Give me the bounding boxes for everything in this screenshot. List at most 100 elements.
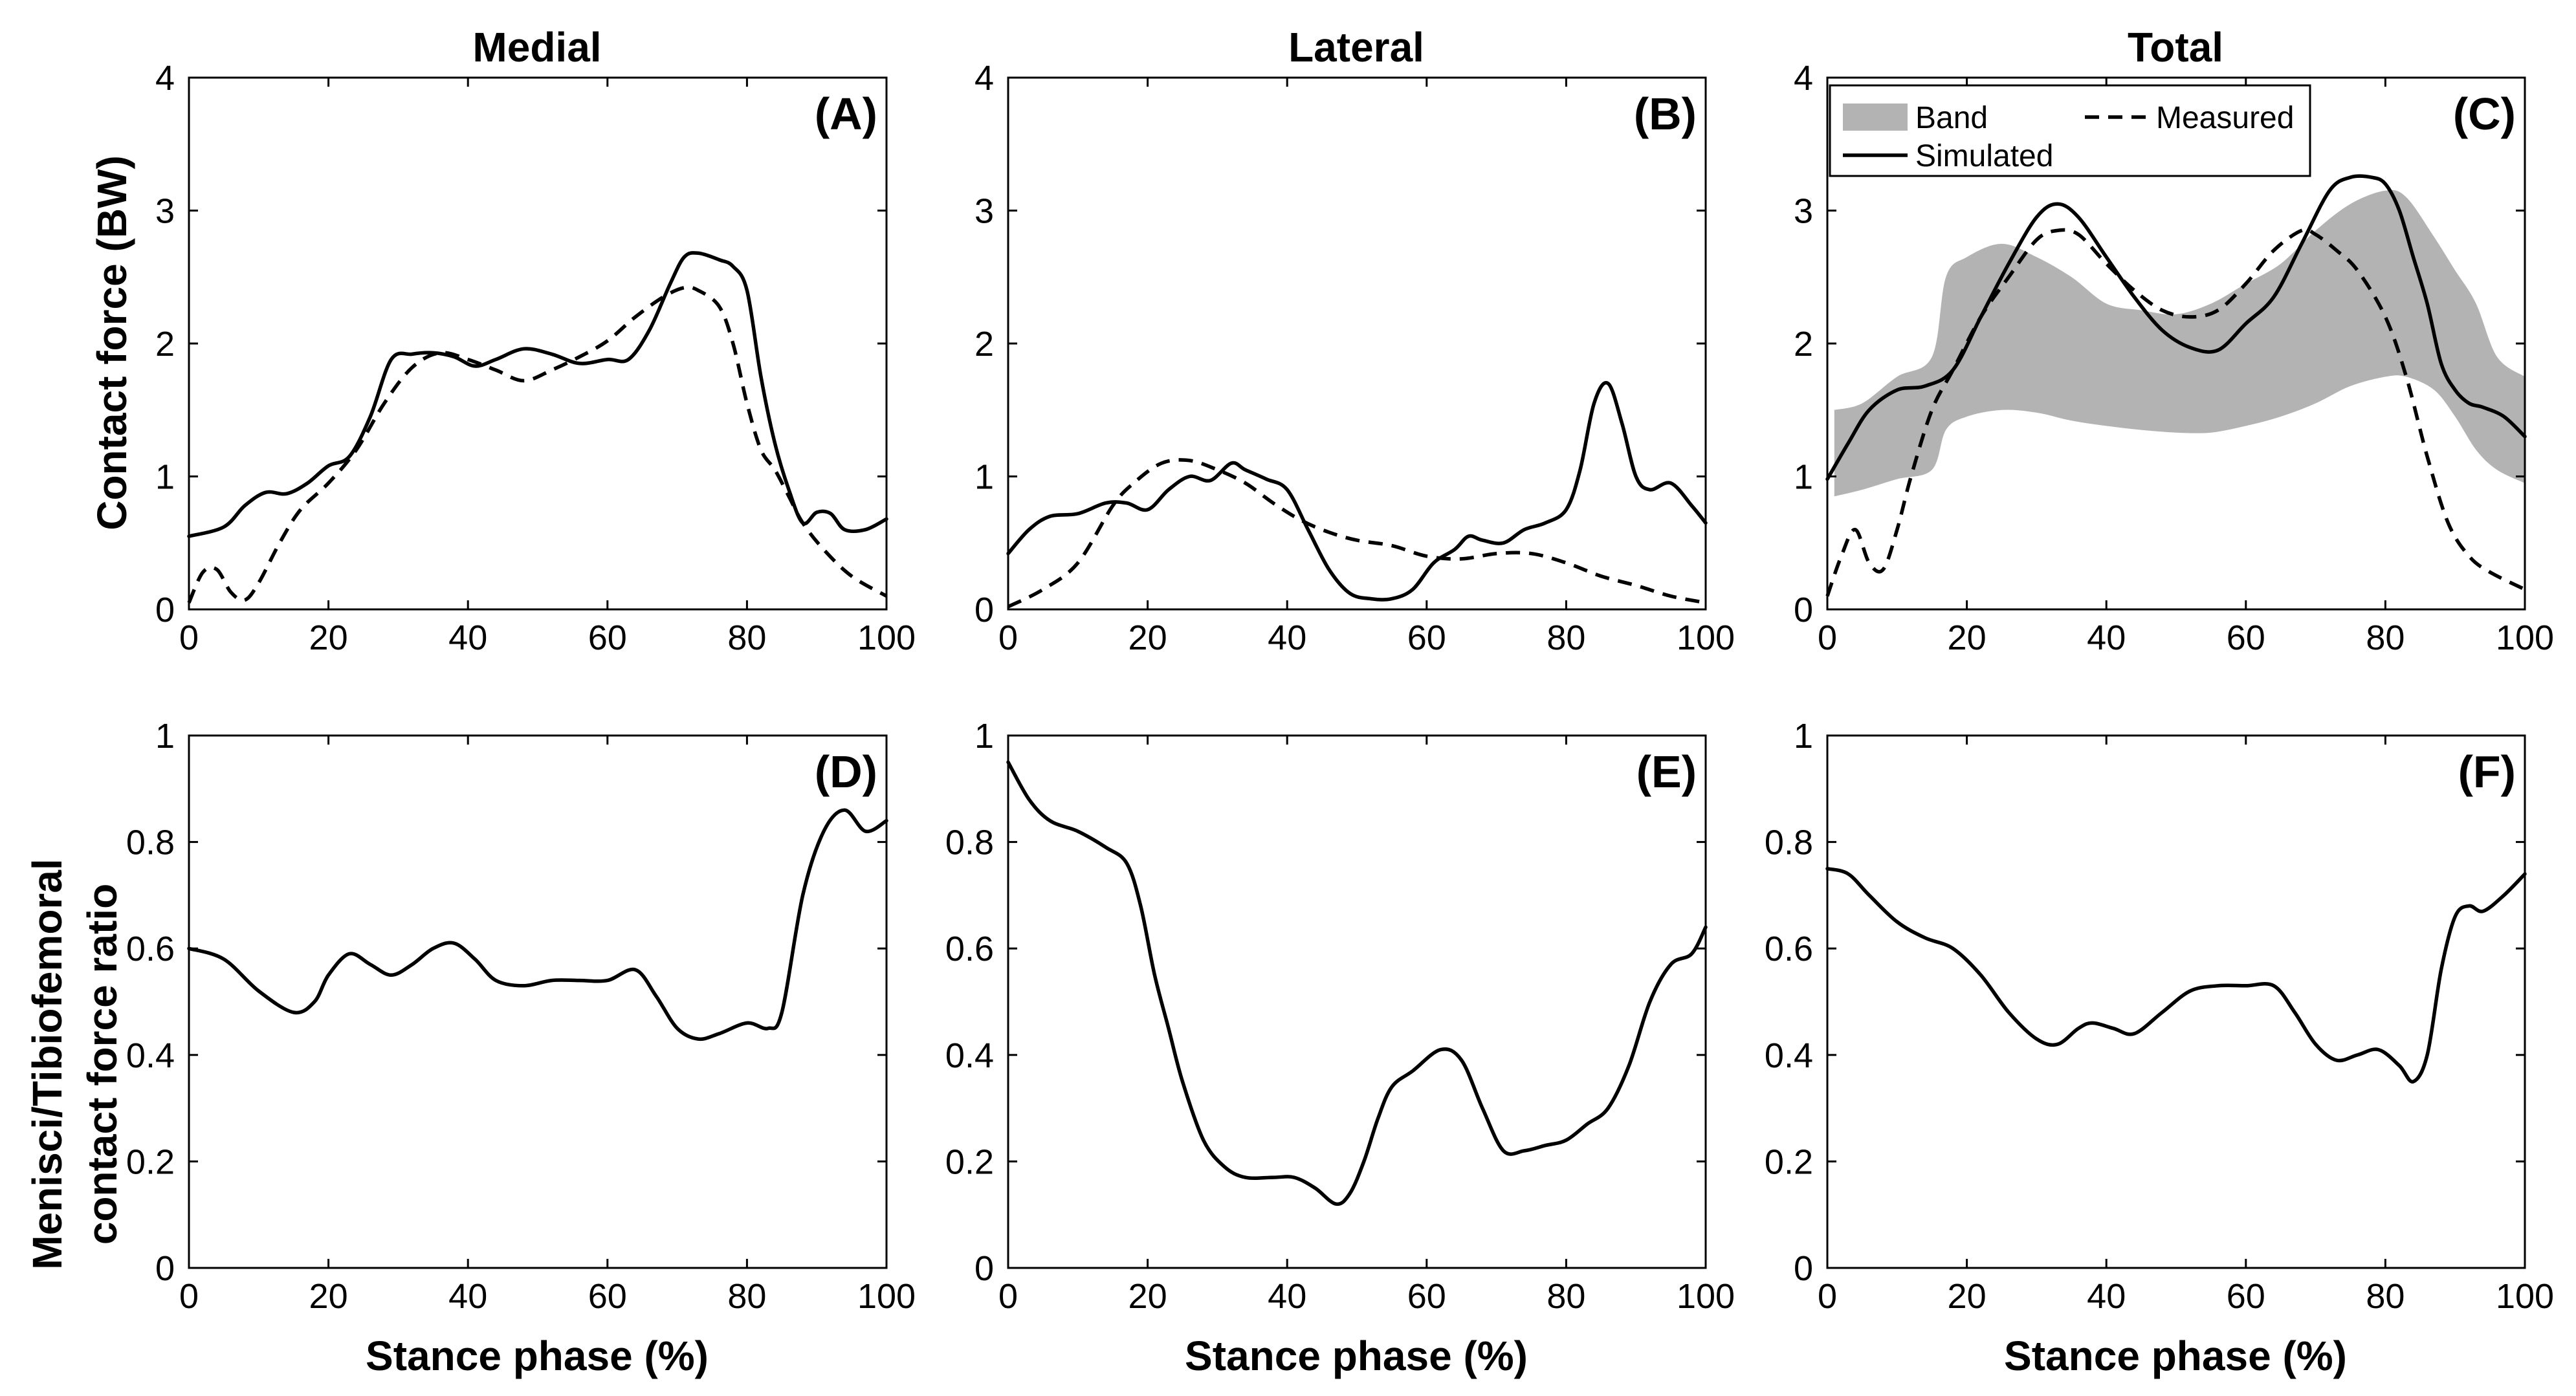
panel-b: 0 20 40 60 80 100 0 1 2 3 4 (B)	[974, 59, 1735, 657]
series-line-measured-b	[1007, 458, 1706, 609]
panel-c: 0 20 40 60 80 100 0 1 2 3 4 (C)	[1794, 59, 2554, 657]
y-tick-label: 4	[974, 59, 994, 98]
y-tick-label: 4	[1794, 59, 1813, 98]
x-tick-label: 40	[2087, 1277, 2126, 1316]
bottom-row-ylabel-line2: contact force ratio	[79, 884, 126, 1245]
series-line-ratio-e	[1006, 760, 1708, 1206]
x-tick-label: 0	[998, 1277, 1018, 1316]
legend: Band Measured Simulated	[1829, 84, 2311, 177]
y-tick-label: 2	[155, 325, 175, 364]
y-tick-label: 0.8	[1765, 823, 1813, 862]
panel-label-e: (E)	[1636, 747, 1697, 797]
x-tick-label: 80	[2366, 1277, 2405, 1316]
series-line-measured-a	[187, 285, 888, 604]
bottom-row-ylabel-line1: Menisci/Tibiofemoral	[24, 858, 71, 1269]
x-tick-label: 60	[2227, 618, 2265, 657]
y-tick-label: 0.6	[126, 930, 175, 968]
series-line-ratio-f	[1825, 867, 2527, 1084]
series-line-simulated-a	[187, 251, 888, 538]
x-tick-label: 20	[309, 1277, 348, 1316]
legend-band-swatch	[1843, 104, 1908, 131]
x-tick-label: 80	[727, 618, 766, 657]
y-tick-label: 1	[974, 458, 994, 497]
y-tick-label: 4	[155, 59, 175, 98]
x-tick-label: 100	[1677, 618, 1735, 657]
legend-measured-label: Measured	[2156, 101, 2294, 135]
y-tick-label: 2	[1794, 325, 1813, 364]
panel-d: 0 20 40 60 80 100 0 0.2 0.4 0.6 0.8 1 (D)	[126, 717, 916, 1316]
y-tick-label: 0.6	[945, 930, 994, 968]
y-tick-label: 0.4	[945, 1036, 994, 1075]
x-tick-label: 20	[1128, 618, 1167, 657]
x-tick-label: 0	[1818, 618, 1837, 657]
x-tick-label: 100	[857, 1277, 916, 1316]
y-tick-label: 1	[155, 458, 175, 497]
x-tick-label: 20	[1948, 618, 1987, 657]
y-tick-label: 0	[1794, 1249, 1813, 1288]
y-tick-label: 0.8	[126, 823, 175, 862]
xlabel-total: Stance phase (%)	[2004, 1333, 2347, 1379]
x-tick-label: 0	[1818, 1277, 1837, 1316]
axes-frame-d	[188, 734, 888, 1269]
x-tick-label: 0	[998, 618, 1018, 657]
x-tick-label: 80	[727, 1277, 766, 1316]
y-tick-label: 0	[974, 1249, 994, 1288]
panel-label-d: (D)	[815, 747, 877, 797]
axes-frame-e	[1007, 734, 1707, 1269]
x-tick-label: 40	[448, 1277, 487, 1316]
y-tick-label: 0	[1794, 591, 1813, 629]
y-tick-label: 0	[155, 591, 175, 629]
y-tick-label: 0	[974, 591, 994, 629]
panel-label-f: (F)	[2458, 747, 2516, 797]
column-title-medial: Medial	[472, 24, 601, 71]
x-tick-label: 60	[1407, 618, 1446, 657]
x-tick-label: 40	[2087, 618, 2126, 657]
xlabel-lateral: Stance phase (%)	[1185, 1333, 1528, 1379]
x-tick-label: 80	[1547, 1277, 1585, 1316]
y-tick-label: 1	[155, 717, 175, 756]
x-tick-label: 100	[1677, 1277, 1735, 1316]
x-tick-label: 40	[448, 618, 487, 657]
y-tick-label: 1	[974, 717, 994, 756]
series-line-ratio-d	[187, 808, 888, 1042]
top-row-ylabel: Contact force (BW)	[89, 155, 135, 530]
legend-box	[1829, 84, 2311, 177]
x-tick-label: 0	[179, 618, 199, 657]
legend-band-label: Band	[1915, 101, 1988, 135]
x-tick-label: 20	[1948, 1277, 1987, 1316]
xlabel-medial: Stance phase (%)	[366, 1333, 709, 1379]
y-tick-label: 0.8	[945, 823, 994, 862]
axes-frame-f	[1826, 734, 2526, 1269]
panel-a: 0 20 40 60 80 100 0 1 2 3 4 (A)	[155, 59, 916, 657]
panel-f: 0 20 40 60 80 100 0 0.2 0.4 0.6 0.8 1 (F)	[1765, 717, 2554, 1316]
x-tick-label: 60	[588, 618, 627, 657]
x-tick-label: 80	[1547, 618, 1585, 657]
column-title-total: Total	[2128, 24, 2223, 71]
x-tick-label: 100	[2496, 618, 2554, 657]
x-tick-label: 20	[309, 618, 348, 657]
y-tick-label: 3	[155, 192, 175, 231]
x-tick-label: 40	[1268, 1277, 1306, 1316]
x-tick-label: 40	[1268, 618, 1306, 657]
y-tick-label: 0.6	[1765, 930, 1813, 968]
series-line-simulated-b	[1006, 380, 1708, 602]
y-tick-label: 0.2	[945, 1142, 994, 1181]
x-tick-label: 80	[2366, 618, 2405, 657]
panel-label-b: (B)	[1634, 89, 1697, 139]
x-tick-label: 100	[2496, 1277, 2554, 1316]
y-tick-label: 0.2	[1765, 1142, 1813, 1181]
y-tick-label: 0.2	[126, 1142, 175, 1181]
x-tick-label: 100	[857, 618, 916, 657]
x-tick-label: 60	[2227, 1277, 2265, 1316]
y-tick-label: 1	[1794, 458, 1813, 497]
series-line-measured-c	[1825, 228, 2526, 597]
x-tick-label: 60	[1407, 1277, 1446, 1316]
y-tick-label: 0.4	[1765, 1036, 1813, 1075]
y-tick-label: 3	[974, 192, 994, 231]
legend-simulated-label: Simulated	[1915, 139, 2053, 173]
y-tick-label: 2	[974, 325, 994, 364]
column-title-lateral: Lateral	[1288, 24, 1424, 71]
y-tick-label: 3	[1794, 192, 1813, 231]
